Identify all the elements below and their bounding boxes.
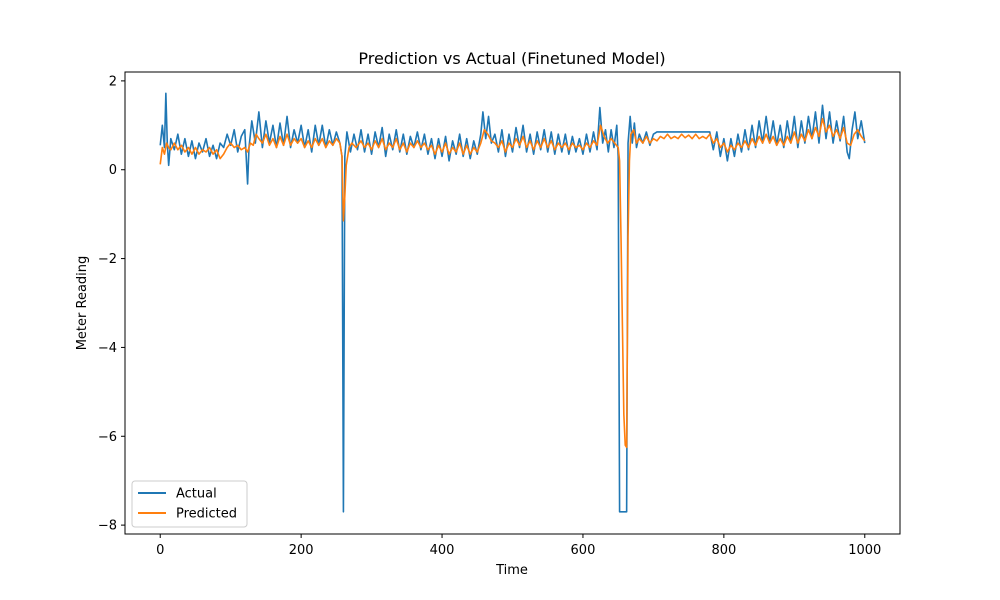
x-axis-ticks: 0 200 400 600 800 1000 [156, 534, 881, 558]
y-tick-label: −2 [98, 252, 117, 267]
chart-title: Prediction vs Actual (Finetuned Model) [358, 49, 665, 68]
plot-series [159, 92, 866, 513]
x-tick-label: 400 [430, 543, 455, 558]
plot-frame [124, 71, 901, 535]
y-axis-label: Meter Reading [75, 256, 90, 351]
y-tick-label: −6 [98, 430, 117, 445]
y-tick-label: −4 [98, 341, 117, 356]
series-line-actual [159, 92, 866, 513]
legend-label-predicted: Predicted [176, 507, 237, 522]
x-tick-label: 1000 [848, 543, 881, 558]
series-line-predicted [159, 117, 866, 449]
y-tick-label: 0 [109, 163, 117, 178]
x-tick-label: 0 [156, 543, 164, 558]
x-tick-label: 600 [571, 543, 596, 558]
legend-label-actual: Actual [176, 487, 217, 502]
x-tick-label: 800 [711, 543, 736, 558]
x-tick-label: 200 [289, 543, 314, 558]
y-tick-label: −8 [98, 519, 117, 534]
y-axis-ticks: 2 0 −2 −4 −6 −8 [98, 74, 125, 534]
x-axis-label: Time [495, 563, 528, 578]
legend: Actual Predicted [131, 480, 248, 528]
y-tick-label: 2 [109, 74, 117, 89]
